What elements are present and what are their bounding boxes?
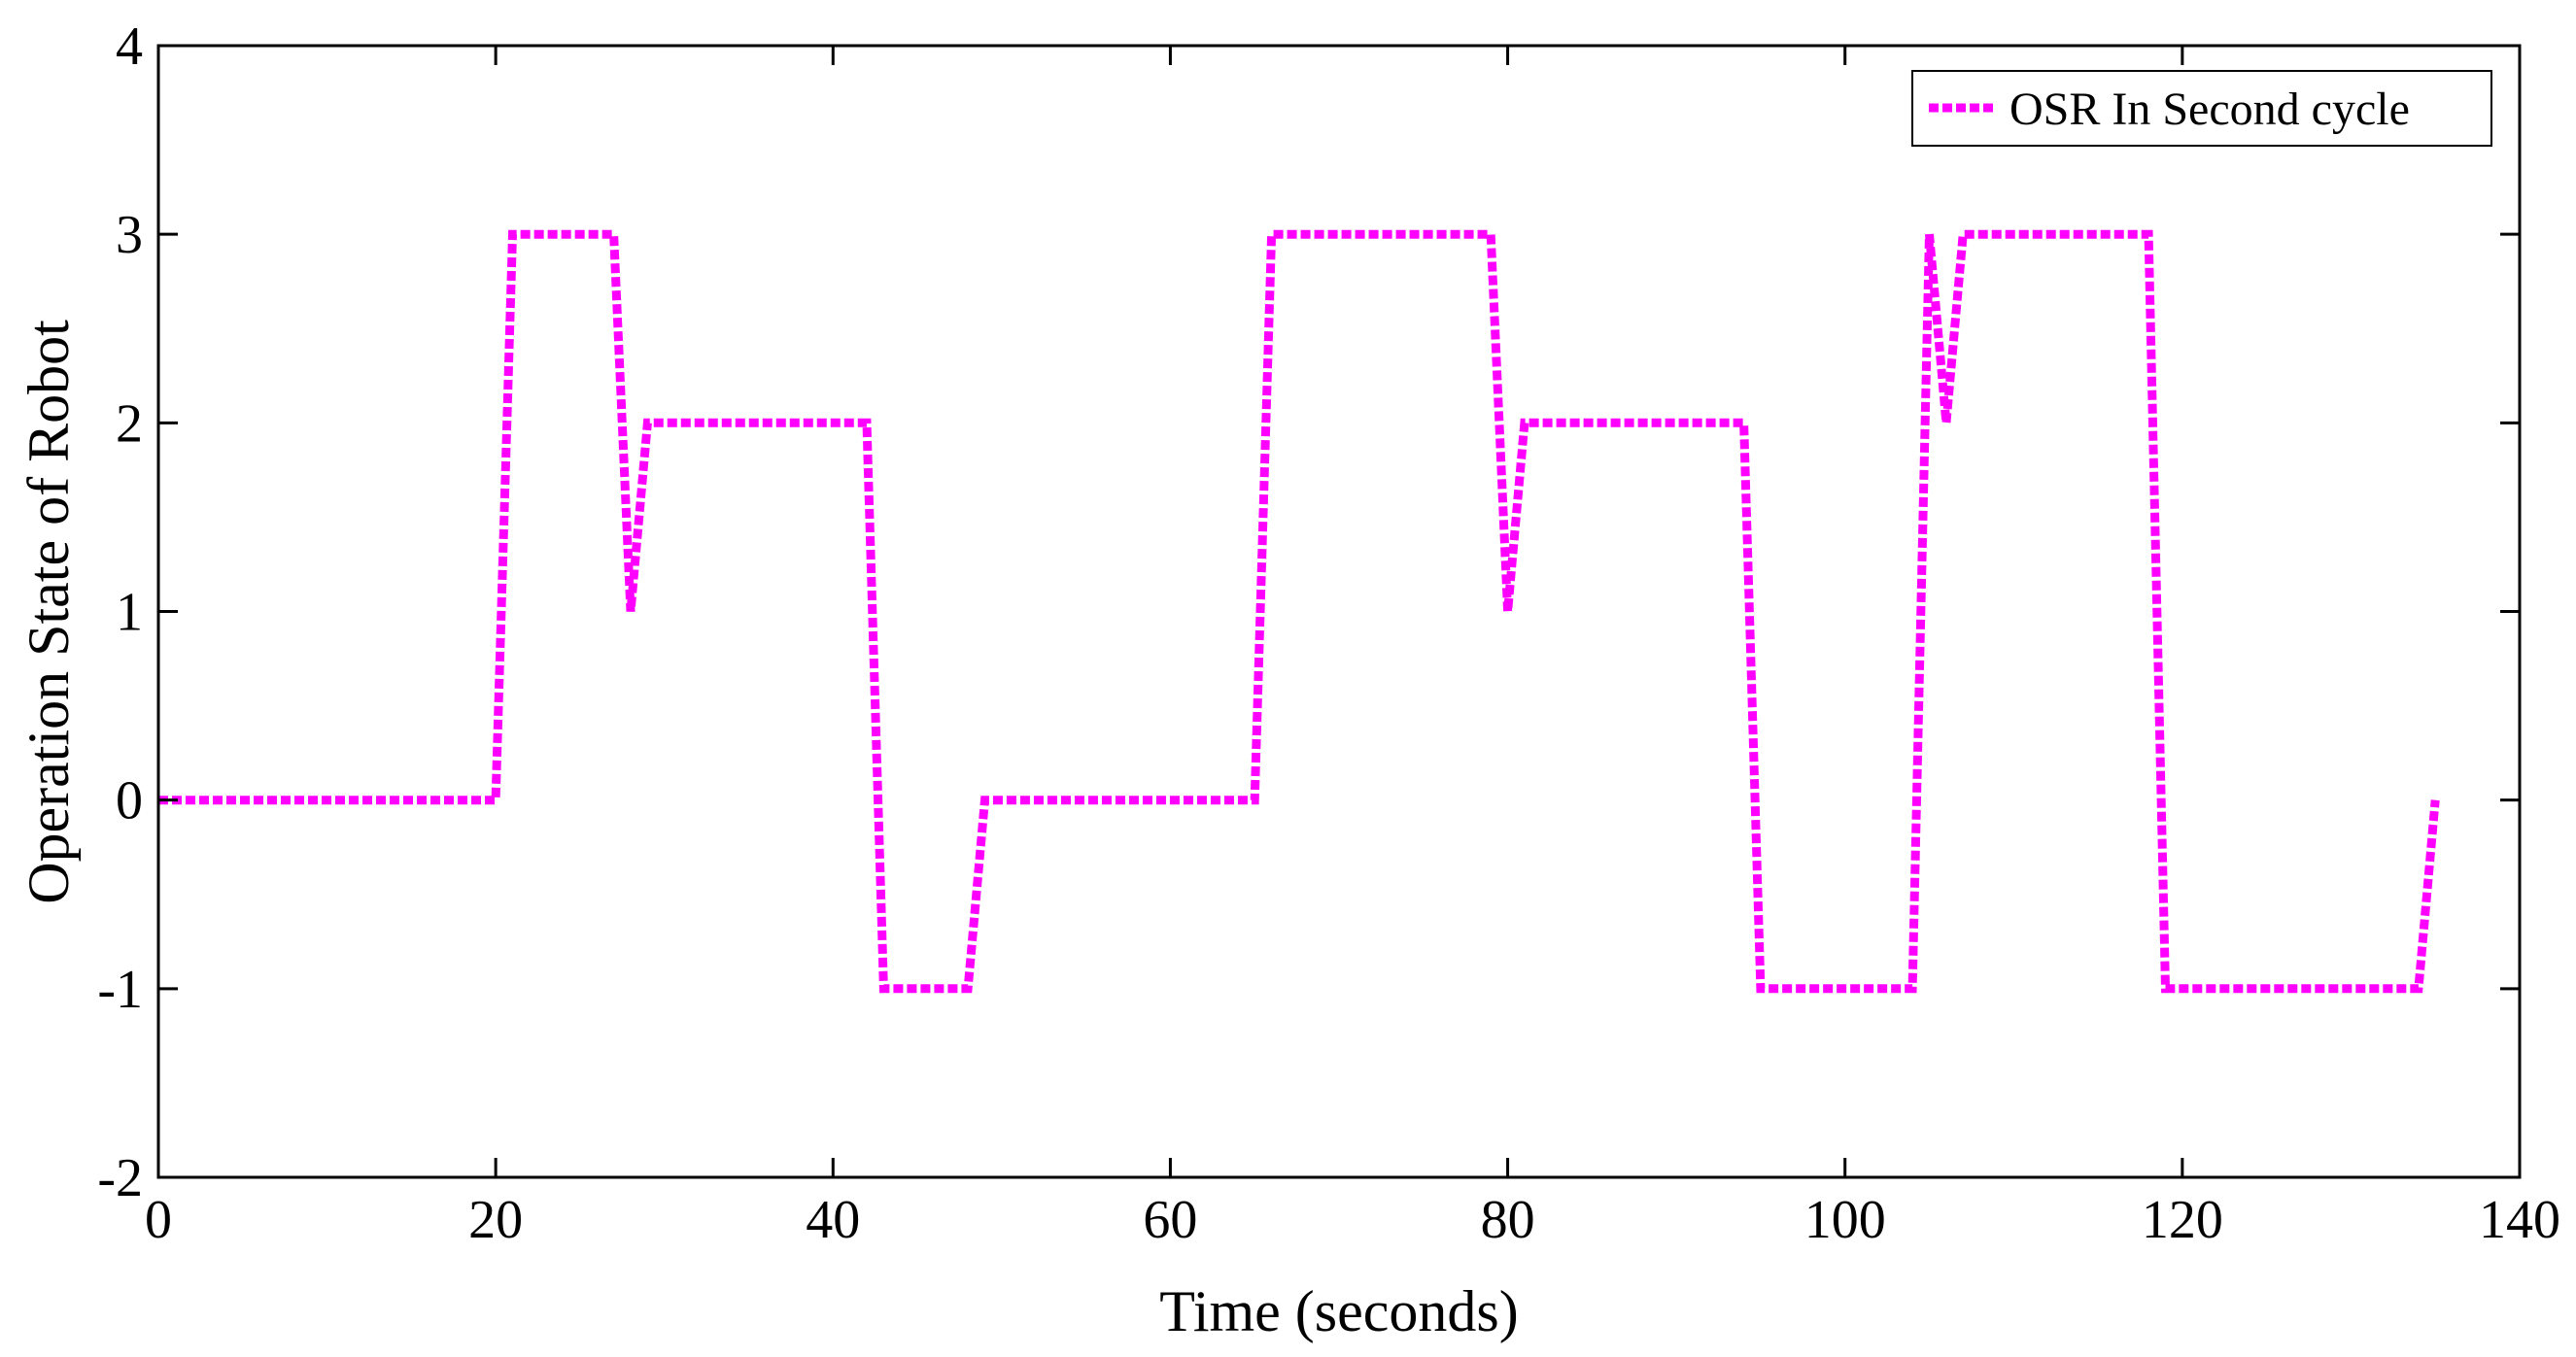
legend: OSR In Second cycle — [1911, 70, 2492, 147]
x-tick-label: 20 — [468, 1190, 523, 1250]
y-tick-label: 3 — [116, 205, 143, 265]
series-line — [158, 229, 2440, 994]
ticks-layer — [156, 44, 2522, 1179]
x-tick-label: 100 — [1804, 1190, 1886, 1250]
y-tick-label: 0 — [116, 771, 143, 831]
x-tick-label: 0 — [145, 1190, 172, 1250]
x-tick-labels: 0 20 40 60 80 100 120 140 — [145, 1190, 2560, 1250]
x-tick-label: 140 — [2479, 1190, 2560, 1250]
x-tick-label: 40 — [806, 1190, 860, 1250]
y-tick-labels: -2 -1 0 1 2 3 4 — [97, 17, 143, 1208]
y-tick-label: -2 — [97, 1148, 143, 1208]
y-axis-title: Operation State of Robot — [17, 320, 81, 904]
x-tick-label: 80 — [1481, 1190, 1535, 1250]
y-tick-label: 2 — [116, 393, 143, 454]
y-tick-label: -1 — [97, 960, 143, 1020]
y-tick-label: 4 — [116, 17, 143, 77]
legend-box — [1911, 70, 2492, 147]
y-tick-label: 1 — [116, 583, 143, 643]
series-layer — [158, 229, 2440, 994]
legend-label: OSR In Second cycle — [2009, 84, 2410, 135]
x-tick-label: 60 — [1143, 1190, 1197, 1250]
x-tick-label: 120 — [2142, 1190, 2223, 1250]
x-axis-title: Time (seconds) — [1159, 1279, 1518, 1343]
